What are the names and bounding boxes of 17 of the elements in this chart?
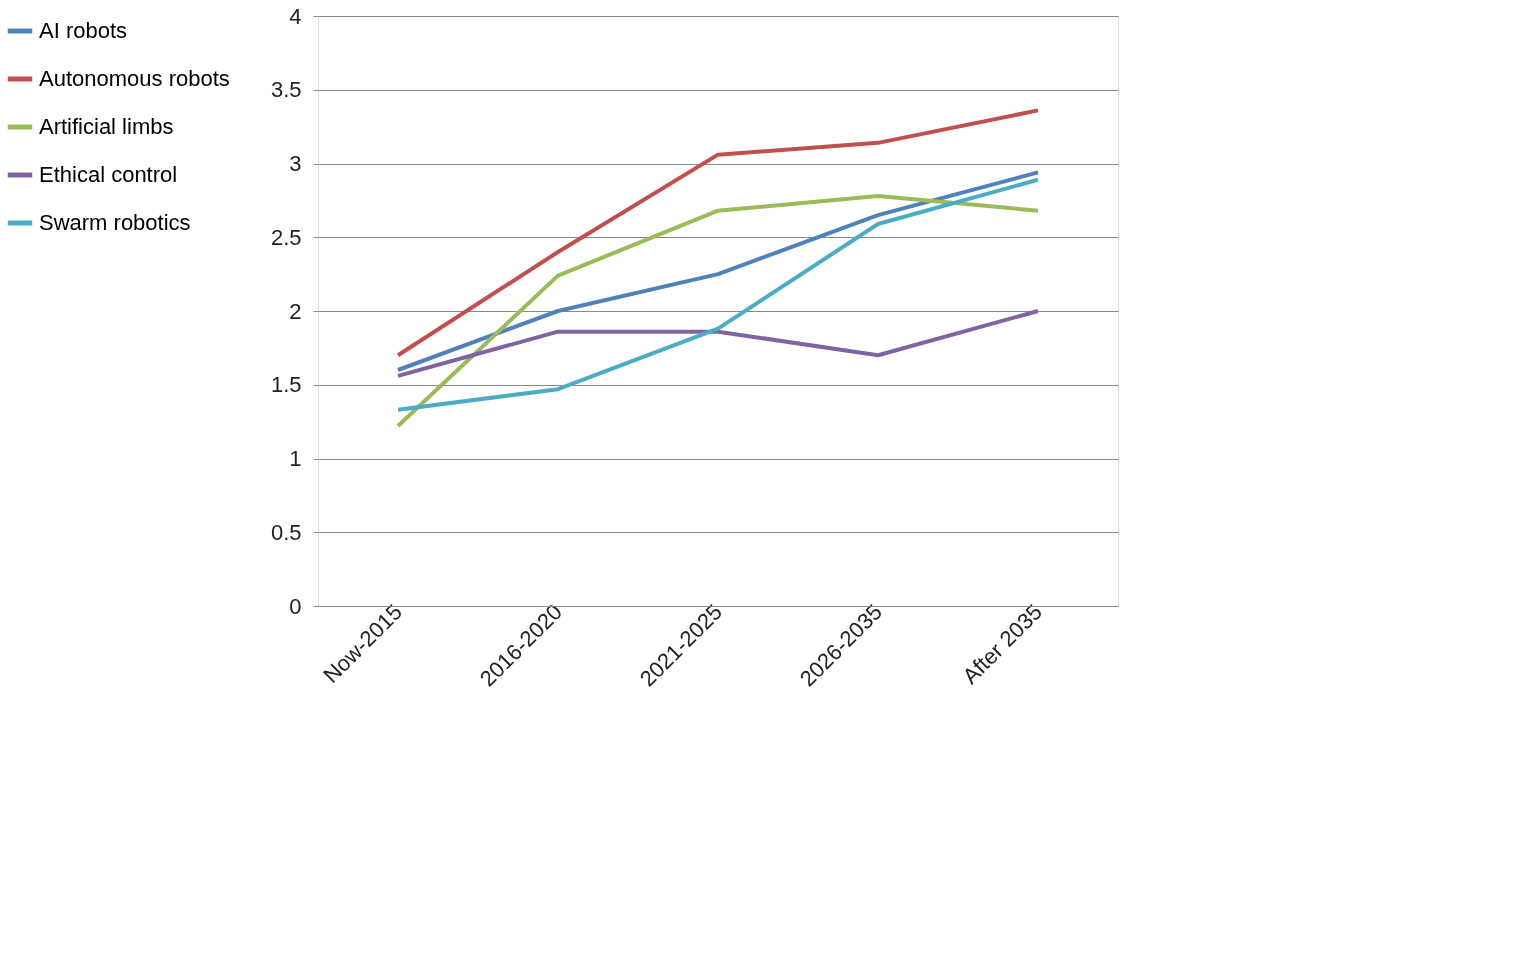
y-tick-label: 1: [289, 446, 302, 471]
y-tick-label: 0: [289, 593, 302, 619]
y-tick-label: 2.5: [270, 224, 302, 250]
y-tick-label: 0.5: [270, 519, 302, 545]
legend-label: Swarm robotics: [39, 210, 191, 235]
legend-label: Autonomous robots: [39, 66, 230, 91]
legend-label: Ethical control: [39, 162, 178, 187]
line-series: [396, 170, 1040, 372]
legend-label: Artificial limbs: [39, 114, 174, 139]
y-tick-label: 3.5: [270, 77, 302, 103]
y-tick-label: 2: [289, 298, 302, 324]
y-tick-label: 1.5: [270, 372, 302, 398]
y-tick-label: 3: [289, 151, 302, 176]
line-series: [396, 108, 1040, 358]
y-tick-label: 4: [289, 3, 302, 29]
line-series: [396, 309, 1040, 378]
legend-label: AI robots: [39, 18, 128, 43]
